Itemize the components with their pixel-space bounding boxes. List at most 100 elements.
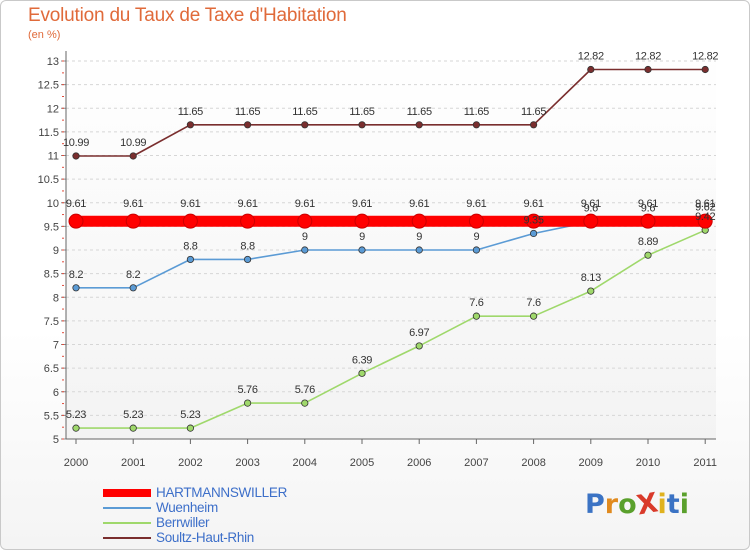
data-label-berrwiller: 5.76 — [295, 384, 315, 396]
data-point-soultz-haut-rhin — [72, 152, 80, 160]
data-point-berrwiller — [587, 287, 595, 295]
legend-label: HARTMANNSWILLER — [156, 485, 288, 500]
x-tick-label: 2009 — [579, 457, 603, 469]
data-label-soultz-haut-rhin: 11.65 — [407, 106, 432, 118]
plot-area — [66, 51, 716, 439]
data-label-wuenheim: 9 — [359, 231, 365, 243]
data-point-soultz-haut-rhin — [701, 65, 709, 74]
data-point-berrwiller — [244, 399, 252, 407]
data-label-berrwiller: 7.6 — [526, 297, 541, 309]
data-point-soultz-haut-rhin — [186, 121, 194, 129]
data-label-wuenheim: 9 — [473, 231, 479, 243]
data-point-soultz-haut-rhin — [587, 65, 595, 74]
x-tick-label: 2011 — [693, 457, 717, 469]
data-label-wuenheim: 8.2 — [126, 269, 141, 281]
x-tick-label: 2003 — [235, 457, 259, 469]
x-tick-label: 2005 — [350, 457, 374, 469]
data-label-soultz-haut-rhin: 11.65 — [178, 106, 203, 118]
legend-label: Soultz-Haut-Rhin — [156, 530, 254, 545]
data-point-soultz-haut-rhin — [301, 121, 309, 129]
data-point-wuenheim — [358, 246, 366, 254]
data-point-hartmannswiller — [68, 213, 84, 229]
data-point-wuenheim — [301, 246, 309, 254]
data-point-berrwiller — [415, 342, 423, 350]
data-point-wuenheim — [415, 246, 423, 254]
data-point-berrwiller — [186, 424, 194, 432]
data-label-wuenheim: 9 — [302, 231, 308, 243]
data-point-berrwiller — [472, 312, 480, 320]
data-point-berrwiller — [529, 312, 538, 320]
data-label-soultz-haut-rhin: 12.82 — [692, 51, 718, 63]
y-tick-label: 9.5 — [44, 221, 59, 233]
x-tick-label: 2008 — [521, 457, 545, 469]
data-label-soultz-haut-rhin: 11.65 — [349, 106, 374, 118]
y-tick-label: 7.5 — [44, 316, 59, 328]
data-label-soultz-haut-rhin: 10.99 — [120, 137, 146, 149]
data-label-wuenheim: 8.8 — [183, 240, 198, 252]
y-tick-label: 6 — [53, 387, 59, 399]
data-label-hartmannswiller: 9.61 — [466, 198, 486, 210]
y-tick-label: 5.5 — [44, 410, 59, 422]
data-label-wuenheim: 9.35 — [523, 214, 543, 226]
y-tick-label: 7 — [53, 340, 59, 352]
series-line-soultz-haut-rhin — [76, 68, 706, 157]
y-tick-label: 12.5 — [38, 80, 59, 92]
data-point-soultz-haut-rhin — [529, 121, 538, 129]
data-point-berrwiller — [72, 424, 80, 432]
legend-label: Wuenheim — [156, 500, 218, 515]
x-tick-label: 2006 — [407, 457, 431, 469]
data-point-hartmannswiller — [125, 213, 141, 229]
y-tick-label: 8 — [53, 292, 59, 304]
y-tick-label: 6.5 — [44, 363, 59, 375]
data-point-hartmannswiller — [468, 213, 484, 229]
data-label-hartmannswiller: 9.61 — [638, 198, 658, 210]
data-label-berrwiller: 6.39 — [352, 354, 372, 366]
series-line-berrwiller — [76, 229, 706, 429]
data-label-berrwiller: 5.23 — [123, 409, 143, 421]
y-tick-label: 13 — [47, 56, 59, 68]
data-label-berrwiller: 5.23 — [180, 409, 200, 421]
legend-swatch — [103, 522, 151, 524]
data-point-berrwiller — [358, 369, 366, 377]
legend-swatch — [103, 537, 151, 539]
data-label-soultz-haut-rhin: 11.65 — [464, 106, 489, 118]
data-label-berrwiller: 5.23 — [66, 409, 86, 421]
data-label-hartmannswiller: 9.61 — [581, 198, 601, 210]
y-tick-label: 8.5 — [44, 269, 59, 281]
data-point-hartmannswiller — [354, 213, 370, 229]
data-point-berrwiller — [129, 424, 137, 432]
data-label-hartmannswiller: 9.61 — [523, 198, 543, 210]
data-point-hartmannswiller — [640, 213, 656, 229]
data-label-soultz-haut-rhin: 12.82 — [578, 51, 604, 63]
y-tick-label: 5 — [53, 434, 59, 446]
data-point-wuenheim — [129, 284, 137, 292]
y-tick-label: 11 — [48, 151, 59, 163]
data-point-hartmannswiller — [583, 213, 599, 229]
data-point-hartmannswiller — [182, 213, 198, 229]
data-point-hartmannswiller — [526, 213, 542, 229]
data-point-soultz-haut-rhin — [415, 121, 423, 129]
data-point-hartmannswiller — [240, 213, 256, 229]
chart-unit-label: (en %) — [28, 29, 61, 41]
data-label-soultz-haut-rhin: 11.65 — [292, 106, 317, 118]
data-label-hartmannswiller: 9.61 — [352, 198, 372, 210]
data-point-hartmannswiller — [697, 213, 713, 229]
data-point-wuenheim — [186, 255, 194, 264]
data-point-berrwiller — [301, 399, 309, 407]
chart-title: Evolution du Taux de Taxe d'Habitation — [28, 5, 347, 26]
data-point-soultz-haut-rhin — [644, 65, 652, 74]
data-point-wuenheim — [529, 229, 538, 238]
data-point-soultz-haut-rhin — [358, 121, 366, 129]
legend-swatch — [103, 507, 151, 509]
x-tick-label: 2000 — [64, 457, 88, 469]
x-tick-label: 2001 — [121, 457, 145, 469]
x-tick-label: 2007 — [464, 457, 488, 469]
x-tick-label: 2004 — [293, 457, 317, 469]
data-label-hartmannswiller: 9.61 — [237, 198, 257, 210]
data-label-hartmannswiller: 9.61 — [123, 198, 143, 210]
data-label-berrwiller: 5.76 — [237, 384, 257, 396]
data-point-hartmannswiller — [297, 213, 313, 229]
data-label-wuenheim: 8.2 — [69, 269, 84, 281]
